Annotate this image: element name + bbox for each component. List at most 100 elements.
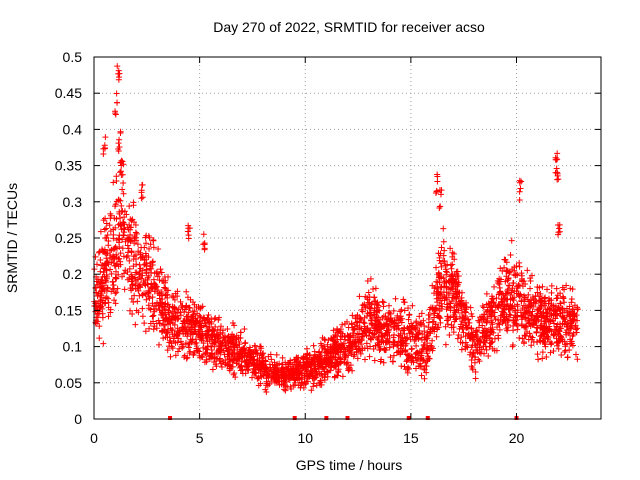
data-point [328,353,335,360]
data-point [456,301,463,308]
data-point [216,357,223,364]
y-axis-label: SRMTID / TECUs [4,183,20,293]
data-point [436,257,443,264]
data-point [112,300,119,307]
x-tick-label: 15 [403,430,419,446]
data-point [145,302,152,309]
data-point [312,365,319,372]
data-point [444,269,451,276]
data-point [518,312,525,319]
data-point [242,350,249,357]
data-point [337,358,344,365]
data-point [571,302,578,309]
data-point [212,339,219,346]
data-point [332,354,339,361]
data-point [279,354,286,361]
data-point [134,298,141,305]
data-point [205,311,212,318]
data-point [199,354,206,361]
data-point [322,337,329,344]
data-point [523,322,530,329]
data-point [135,270,142,277]
data-point [475,317,482,324]
data-point [568,338,575,345]
data-point [135,282,142,289]
data-point [415,334,422,341]
data-point [254,375,261,382]
data-point [207,343,214,350]
data-point [390,340,397,347]
data-point [433,333,440,340]
data-point [495,303,502,310]
data-point [102,277,109,284]
data-point [138,195,145,202]
data-point [429,337,436,344]
data-point [98,246,105,253]
data-point [98,276,105,283]
data-point [163,329,170,336]
data-point [421,375,428,382]
data-point [313,382,320,389]
data-point [554,176,561,183]
data-point [486,334,493,341]
data-point [147,284,154,291]
data-point [538,318,545,325]
data-point [158,292,165,299]
data-point [170,335,177,342]
data-point [350,353,357,360]
data-point [539,349,546,356]
data-point [115,140,122,147]
data-point [150,237,157,244]
y-tick-label: 0.5 [63,49,83,65]
data-point [528,342,535,349]
data-point [561,299,568,306]
data-point [385,326,392,333]
data-point [380,359,387,366]
data-point [112,108,119,115]
data-point [120,179,127,186]
data-point [555,231,562,238]
data-point [429,282,436,289]
data-point [148,269,155,276]
data-point [364,325,371,332]
y-tick-label: 0.1 [63,339,83,355]
data-point [242,339,249,346]
data-point [373,318,380,325]
data-point [120,270,127,277]
data-point [557,332,564,339]
data-point [469,313,476,320]
data-point [158,301,165,308]
data-point [408,353,415,360]
data-point [556,225,563,232]
data-point [343,361,350,368]
data-point [468,363,475,370]
data-point [526,320,533,327]
data-point [280,381,287,388]
data-point [112,224,119,231]
data-point [532,292,539,299]
data-point [371,331,378,338]
data-point [139,313,146,320]
data-point [262,386,269,393]
data-point [380,303,387,310]
data-point [146,295,153,302]
data-point [148,285,155,292]
data-point [195,348,202,355]
data-point [241,325,248,332]
data-point [462,308,469,315]
data-point [454,287,461,294]
data-point [296,375,303,382]
data-point [559,320,566,327]
data-point [375,341,382,348]
data-point [142,277,149,284]
data-point [112,268,119,275]
data-point [119,207,126,214]
data-point [332,359,339,366]
data-point [370,345,377,352]
data-point [400,337,407,344]
data-point [276,360,283,367]
data-point [142,328,149,335]
data-point [184,320,191,327]
data-point [128,295,135,302]
data-point [454,273,461,280]
